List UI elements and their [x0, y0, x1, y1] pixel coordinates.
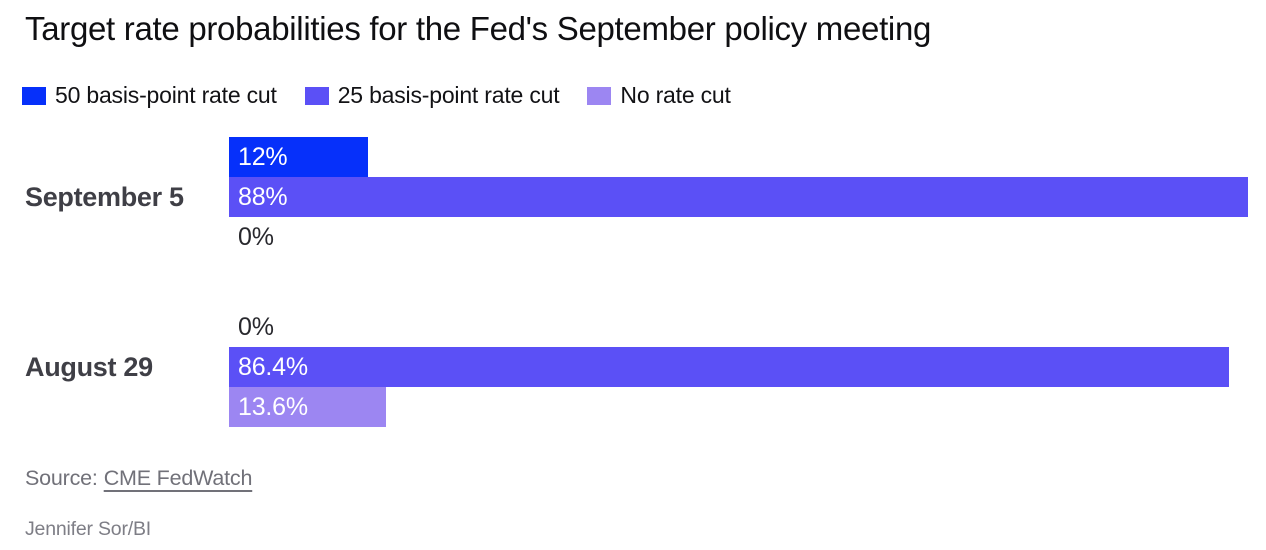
bar-value-label: 88% [238, 183, 288, 211]
legend: 50 basis-point rate cut 25 basis-point ra… [22, 82, 731, 109]
bar-value-label: 12% [238, 143, 288, 171]
bar-value-label: 86.4% [238, 353, 308, 381]
legend-label: No rate cut [620, 82, 731, 108]
bar-segment: 13.6% [229, 387, 386, 427]
chart-title: Target rate probabilities for the Fed's … [25, 10, 932, 47]
legend-item: 50 basis-point rate cut [22, 82, 277, 109]
legend-label: 25 basis-point rate cut [337, 82, 560, 108]
legend-item: No rate cut [587, 82, 731, 109]
legend-swatch [22, 86, 46, 105]
category-label: August 29 [25, 352, 153, 382]
legend-item: 25 basis-point rate cut [304, 82, 560, 109]
category-label: September 5 [25, 182, 184, 212]
bar-segment: 88% [229, 177, 1248, 217]
legend-swatch [587, 86, 612, 105]
bar-segment: 86.4% [229, 347, 1229, 387]
bar-segment: 12% [229, 137, 368, 177]
source-link[interactable]: CME FedWatch [103, 466, 253, 490]
byline: Jennifer Sor/BI [25, 518, 151, 540]
legend-swatch [304, 86, 329, 105]
legend-label: 50 basis-point rate cut [55, 82, 277, 108]
zero-value-label: 0% [238, 223, 274, 251]
zero-value-label: 0% [238, 313, 274, 341]
bar-value-label: 13.6% [238, 393, 308, 421]
source-prefix: Source: [25, 466, 98, 490]
source-line: Source: CME FedWatch [25, 466, 252, 491]
